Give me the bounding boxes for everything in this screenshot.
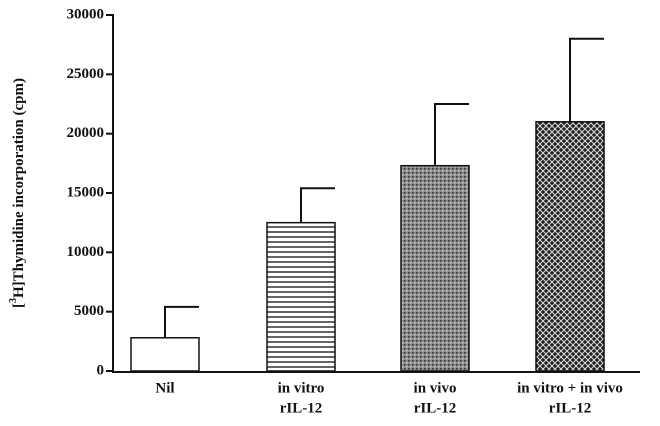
x-tick-label: rIL-12 xyxy=(549,400,592,416)
bar xyxy=(266,221,336,372)
x-tick-label: in vitro + in vivo xyxy=(517,380,623,396)
bar xyxy=(535,121,605,372)
x-tick-label: in vivo xyxy=(414,380,457,396)
y-tick-label: 10000 xyxy=(67,244,105,260)
bar xyxy=(130,337,200,372)
x-tick-label: Nil xyxy=(155,380,174,396)
y-tick-label: 5000 xyxy=(74,303,104,319)
x-tick-label: in vitro xyxy=(278,380,325,396)
bar xyxy=(400,164,470,372)
y-tick-label: 0 xyxy=(97,362,105,378)
y-tick-label: 30000 xyxy=(67,6,105,22)
y-tick-label: 25000 xyxy=(67,66,105,82)
y-tick-label: 15000 xyxy=(67,184,105,200)
x-tick-label: rIL-12 xyxy=(414,400,457,416)
y-axis-label: [3H]Thymidine incorporation (cpm) xyxy=(8,78,27,308)
x-tick-label: rIL-12 xyxy=(280,400,323,416)
y-tick-label: 20000 xyxy=(67,125,105,141)
